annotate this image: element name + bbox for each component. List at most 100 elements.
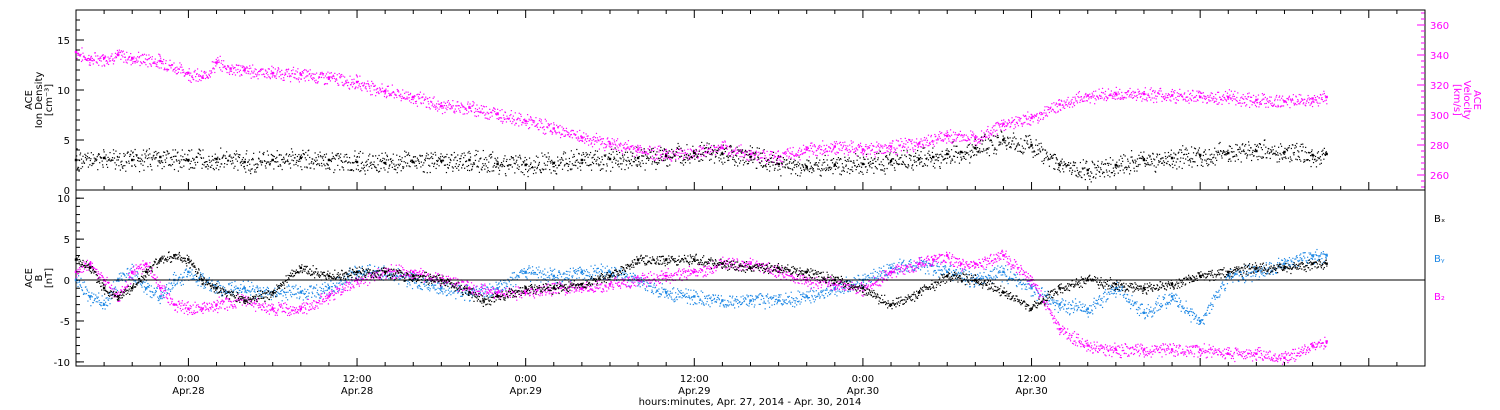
ion-density-dot bbox=[358, 156, 360, 158]
velocity-dot bbox=[118, 49, 120, 51]
velocity-dot bbox=[357, 87, 359, 89]
ion-density-dot bbox=[510, 156, 512, 158]
velocity-dot bbox=[76, 57, 78, 60]
ion-density-dot bbox=[714, 149, 716, 151]
velocity-dot bbox=[244, 71, 246, 73]
ion-density-dot bbox=[715, 155, 717, 158]
ion-density-dot bbox=[772, 164, 774, 166]
ion-density-dot bbox=[451, 166, 453, 168]
ion-density-dot bbox=[978, 150, 980, 153]
ion-density-dot bbox=[1002, 135, 1004, 137]
ion-density-point bbox=[664, 154, 668, 158]
ion-density-dot bbox=[271, 159, 273, 161]
ion-density-dot bbox=[477, 150, 479, 152]
velocity-dot bbox=[1016, 123, 1019, 125]
velocity-dot bbox=[631, 145, 633, 147]
ion-density-dot bbox=[681, 162, 683, 164]
velocity-dot bbox=[462, 113, 464, 115]
velocity-dot bbox=[237, 68, 239, 71]
ion-density-dot bbox=[924, 154, 926, 156]
velocity-point bbox=[243, 68, 246, 72]
velocity-dot bbox=[267, 68, 270, 70]
velocity-dot bbox=[1250, 100, 1252, 102]
velocity-dot bbox=[1246, 98, 1248, 100]
velocity-dot bbox=[643, 149, 645, 151]
ion-density-dot bbox=[227, 159, 229, 161]
velocity-dot bbox=[795, 154, 797, 156]
velocity-dot bbox=[1184, 92, 1186, 94]
ion-density-dot bbox=[777, 169, 779, 171]
velocity-dot bbox=[776, 161, 778, 164]
ion-density-dot bbox=[643, 155, 645, 157]
velocity-dot bbox=[307, 70, 309, 72]
velocity-dot bbox=[247, 70, 249, 72]
velocity-dot bbox=[1326, 103, 1328, 105]
ion-density-dot bbox=[305, 159, 307, 161]
ion-density-dot bbox=[1187, 156, 1189, 158]
ion-density-dot bbox=[1093, 163, 1095, 165]
ion-density-dot bbox=[234, 154, 237, 156]
velocity-dot bbox=[856, 155, 858, 157]
velocity-dot bbox=[973, 133, 975, 135]
velocity-dot bbox=[326, 77, 328, 79]
velocity-dot bbox=[570, 130, 572, 132]
ion-density-dot bbox=[313, 168, 315, 170]
velocity-dot bbox=[1318, 97, 1321, 99]
velocity-dot bbox=[393, 91, 395, 93]
velocity-dot bbox=[1046, 106, 1048, 108]
velocity-dot bbox=[799, 159, 801, 161]
velocity-dot bbox=[308, 79, 310, 82]
ion-density-dot bbox=[1154, 170, 1156, 173]
ion-density-dot bbox=[686, 157, 689, 159]
velocity-dot bbox=[461, 104, 463, 106]
velocity-dot bbox=[869, 153, 872, 155]
velocity-dot bbox=[114, 57, 116, 59]
ion-density-dot bbox=[938, 154, 940, 156]
ion-density-dot bbox=[86, 156, 89, 158]
velocity-dot bbox=[198, 79, 201, 81]
velocity-dot bbox=[1177, 99, 1179, 102]
ion-density-dot bbox=[288, 153, 291, 156]
velocity-dot bbox=[427, 100, 429, 103]
ion-density-dot bbox=[1008, 146, 1011, 148]
velocity-dot bbox=[283, 77, 285, 79]
velocity-dot bbox=[1199, 92, 1202, 94]
ion-density-dot bbox=[842, 166, 844, 168]
velocity-dot bbox=[352, 83, 355, 85]
velocity-dot bbox=[181, 66, 183, 68]
ion-density-dot bbox=[910, 155, 912, 157]
velocity-dot bbox=[933, 140, 935, 142]
velocity-dot bbox=[77, 54, 79, 57]
ion-density-dot bbox=[84, 156, 87, 159]
ion-density-dot bbox=[634, 158, 636, 160]
velocity-dot bbox=[1226, 95, 1228, 97]
ion-density-dot bbox=[996, 149, 998, 151]
velocity-dot bbox=[809, 150, 811, 152]
velocity-dot bbox=[460, 102, 462, 104]
ion-density-dot bbox=[587, 156, 589, 158]
velocity-dot bbox=[1128, 96, 1130, 98]
velocity-dot bbox=[1264, 103, 1266, 105]
ion-density-dot bbox=[272, 159, 274, 161]
velocity-dot bbox=[351, 86, 354, 88]
velocity-dot bbox=[535, 125, 538, 127]
velocity-dot bbox=[849, 151, 851, 153]
velocity-dot bbox=[1201, 97, 1203, 99]
ion-density-dot bbox=[1219, 150, 1222, 152]
ion-density-dot bbox=[892, 158, 895, 160]
velocity-dot bbox=[464, 113, 466, 115]
ion-density-dot bbox=[285, 154, 287, 156]
ion-density-dot bbox=[952, 141, 954, 143]
ion-density-dot bbox=[767, 163, 770, 165]
velocity-dot bbox=[1290, 101, 1293, 103]
velocity-dot bbox=[1097, 96, 1099, 98]
velocity-dot bbox=[489, 108, 491, 110]
velocity-dot bbox=[909, 148, 911, 151]
ion-density-dot bbox=[1057, 168, 1059, 171]
ion-density-dot bbox=[439, 156, 442, 158]
ion-density-dot bbox=[1134, 159, 1136, 161]
velocity-dot bbox=[355, 86, 357, 88]
ion-density-dot bbox=[215, 167, 217, 169]
ion-density-dot bbox=[108, 159, 110, 162]
ion-density-dot bbox=[365, 161, 367, 163]
